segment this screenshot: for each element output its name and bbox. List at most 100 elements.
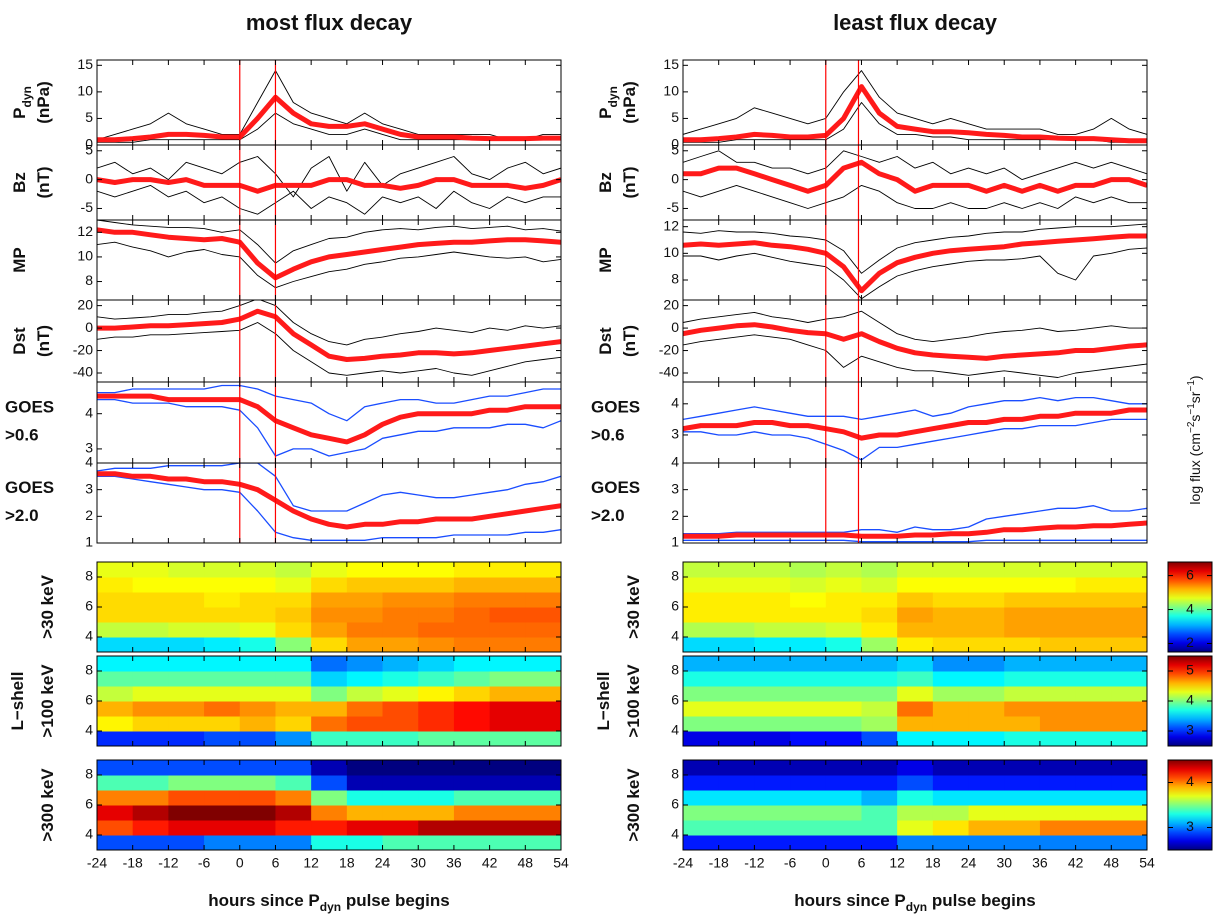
heat-cell: [1039, 577, 1077, 593]
heat-cell: [168, 760, 205, 776]
heat-cell: [132, 686, 169, 702]
heat-cell: [754, 671, 791, 687]
heat-cell: [204, 592, 241, 608]
heat-cell: [825, 686, 862, 702]
heat-cell: [132, 656, 169, 672]
x-axis-label-main: hours since P: [208, 891, 319, 910]
series-line: [97, 475, 561, 541]
heat-cell: [132, 790, 169, 806]
heat-cell: [1111, 716, 1147, 732]
heat-cell: [275, 622, 312, 638]
heat-cell: [790, 671, 827, 687]
column-title: least flux decay: [833, 10, 998, 35]
heat-cell: [204, 656, 241, 672]
heat-cell: [97, 671, 134, 687]
panel: [97, 562, 561, 652]
heat-cell: [968, 790, 1005, 806]
heat-cell: [1075, 637, 1112, 652]
y-tick-label: 4: [671, 395, 679, 411]
heat-cell: [718, 592, 755, 608]
series-line: [97, 300, 561, 346]
heat-cell: [311, 686, 348, 702]
heat-cell: [346, 656, 384, 672]
heat-cell: [204, 577, 241, 593]
frame: [96, 381, 562, 464]
heat-cell: [1075, 622, 1112, 638]
heat-cell: [683, 805, 720, 821]
heat-cell: [1075, 656, 1112, 672]
series-line: [97, 241, 561, 289]
heat-cell: [754, 637, 791, 652]
heat-cell: [861, 622, 898, 638]
heat-cell: [204, 835, 241, 850]
y-axis-label: >100 keV: [624, 664, 643, 738]
heat-cell: [453, 820, 491, 836]
heat-cell: [489, 671, 526, 687]
heat-cell: [1004, 592, 1041, 608]
y-tick-label: 0: [671, 136, 679, 152]
heat-cell: [239, 835, 276, 850]
heat-cell: [168, 607, 205, 623]
heat-cell: [932, 656, 970, 672]
heat-cell: [1075, 760, 1112, 776]
heat-cell: [204, 760, 241, 776]
heat-cell: [453, 562, 491, 578]
series-line: [683, 396, 1147, 421]
y-axis-unit: (nT): [620, 325, 639, 357]
y-tick-label: 8: [85, 568, 93, 584]
heat-cell: [453, 790, 491, 806]
heat-cell: [897, 656, 934, 672]
heat-cell: [132, 622, 169, 638]
y-tick-label: 4: [85, 722, 93, 738]
group-label: L−shell: [8, 671, 27, 730]
heat-cell: [418, 686, 455, 702]
heat-cell: [382, 577, 419, 593]
heat-cell: [825, 637, 862, 652]
heat-cell: [968, 731, 1005, 746]
heat-cell: [525, 820, 561, 836]
x-tick-label: 54: [553, 855, 569, 871]
heat-cell: [897, 671, 934, 687]
heat-cell: [1004, 731, 1041, 746]
colorbar-tick-label: 3: [1186, 722, 1194, 738]
panel: [683, 223, 1147, 300]
heat-cell: [1075, 592, 1112, 608]
heat-cell: [754, 562, 791, 578]
series-line: [683, 184, 1147, 209]
heat-cell: [932, 790, 970, 806]
y-axis-label-main: Dst: [596, 327, 615, 355]
heat-cell: [418, 835, 455, 850]
heat-cell: [683, 775, 720, 791]
heat-cell: [382, 686, 419, 702]
panel: [97, 760, 561, 850]
series-line: [683, 84, 1147, 144]
x-tick-label: 6: [858, 855, 866, 871]
heat-cell: [968, 671, 1005, 687]
heat-cell: [453, 716, 491, 732]
heat-cell: [132, 805, 169, 821]
heat-cell: [754, 577, 791, 593]
colorbar-label-part: −1: [1186, 403, 1197, 415]
heat-cell: [489, 805, 526, 821]
heat-cell: [418, 607, 455, 623]
series-line: [97, 70, 561, 141]
heat-cell: [932, 686, 970, 702]
y-tick-label: 8: [85, 662, 93, 678]
y-axis-label: >0.6: [5, 426, 39, 445]
heat-cell: [132, 775, 169, 791]
heat-cell: [418, 716, 455, 732]
heat-cell: [525, 671, 561, 687]
heat-cell: [311, 820, 348, 836]
heat-cell: [275, 701, 312, 717]
heat-cell: [275, 805, 312, 821]
series-line: [683, 159, 1147, 194]
series-line: [97, 308, 561, 362]
y-tick-label: 5: [85, 141, 93, 157]
panel: [683, 505, 1147, 543]
heat-cell: [1111, 656, 1147, 672]
heat-cell: [683, 577, 720, 593]
heat-cell: [718, 731, 755, 746]
heat-cell: [239, 790, 276, 806]
heat-cell: [861, 775, 898, 791]
y-axis-label: >100 keV: [38, 664, 57, 738]
